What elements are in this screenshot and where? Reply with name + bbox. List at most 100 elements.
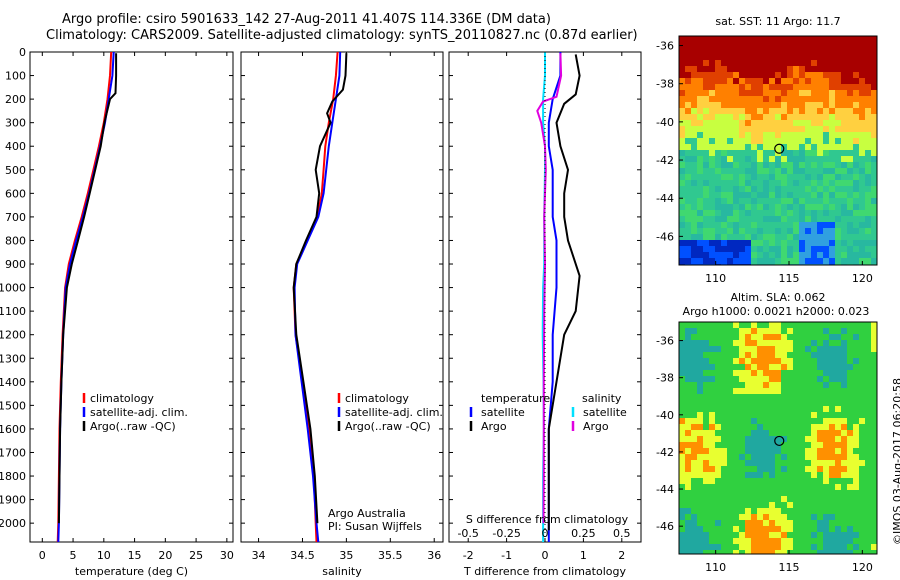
map-cell [691,340,697,346]
map-cell [823,108,829,114]
map-cell [871,234,877,240]
map-cell [763,358,769,364]
map-cell [811,544,817,550]
map-cell [775,144,781,150]
map-cell [787,216,793,222]
map-cell [793,72,799,78]
map-cell [715,66,721,72]
map-cell [871,60,877,66]
map-cell [703,42,709,48]
map-cell [739,60,745,66]
map-cell [727,150,733,156]
map-cell [799,144,805,150]
map-cell [859,90,865,96]
map-cell [841,222,847,228]
map-cell [793,108,799,114]
map-cell [691,240,697,246]
map-cell [733,322,739,328]
map-cell [763,204,769,210]
map-cell [679,466,685,472]
map-cell [697,78,703,84]
map-cell [709,48,715,54]
map-cell [853,168,859,174]
map-cell [703,466,709,472]
map-cell [727,394,733,400]
map-cell [853,78,859,84]
map-cell [685,532,691,538]
map-cell [769,180,775,186]
map-cell [697,180,703,186]
map-cell [775,496,781,502]
map-cell [775,108,781,114]
map-cell [715,478,721,484]
map-cell [721,376,727,382]
map-cell [787,240,793,246]
map-cell [745,228,751,234]
map-cell [763,418,769,424]
map-cell [733,132,739,138]
map-cell [727,466,733,472]
map-cell [805,60,811,66]
map-cell [853,252,859,258]
map-cell [727,246,733,252]
map-cell [745,466,751,472]
map-cell [829,382,835,388]
map-cell [859,138,865,144]
map-cell [805,150,811,156]
map-cell [871,382,877,388]
map-cell [769,54,775,60]
map-cell [685,90,691,96]
map-cell [733,538,739,544]
map-cell [865,364,871,370]
map-cell [817,96,823,102]
map-cell [787,198,793,204]
map-cell [721,120,727,126]
map-cell [793,234,799,240]
map-cell [787,126,793,132]
map-cell [733,466,739,472]
map-cell [811,234,817,240]
map-cell [781,132,787,138]
map-cell [775,346,781,352]
map-cell [859,448,865,454]
map-cell [805,126,811,132]
map-cell [769,496,775,502]
map-cell [853,246,859,252]
map-cell [805,156,811,162]
map-cell [865,132,871,138]
map-cell [715,418,721,424]
map-cell [811,162,817,168]
map-cell [859,120,865,126]
map-cell [835,144,841,150]
map-cell [787,478,793,484]
map-cell [691,156,697,162]
map-cell [769,334,775,340]
map-cell [799,340,805,346]
map-cell [739,394,745,400]
map-cell [703,496,709,502]
map-cell [757,334,763,340]
map-cell [769,406,775,412]
map-cell [769,114,775,120]
map-cell [865,96,871,102]
map-cell [799,210,805,216]
map-cell [685,328,691,334]
map-cell [709,334,715,340]
map-cell [691,526,697,532]
map-cell [727,54,733,60]
map-cell [715,400,721,406]
map-cell [685,454,691,460]
map-cell [727,508,733,514]
map-cell [811,532,817,538]
map-cell [793,526,799,532]
map-cell [859,406,865,412]
map-cell [709,126,715,132]
map-cell [715,96,721,102]
map-cell [817,120,823,126]
y-tick-label: 0 [19,46,26,59]
map-cell [823,508,829,514]
map-cell [769,544,775,550]
map-cell [721,508,727,514]
map-cell [703,126,709,132]
